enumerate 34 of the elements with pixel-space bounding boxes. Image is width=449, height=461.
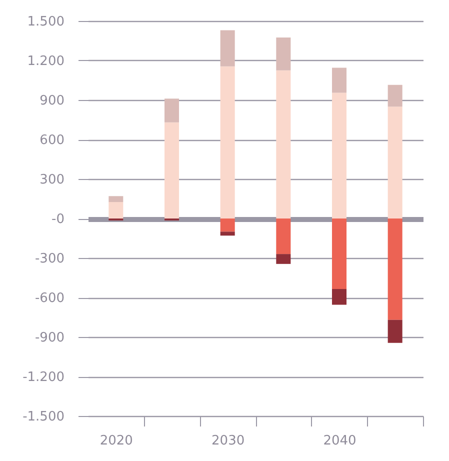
bar	[332, 92, 347, 218]
bar	[276, 218, 291, 254]
x-tick-label: 2040	[323, 434, 356, 448]
bar	[164, 122, 180, 218]
bar	[388, 320, 402, 343]
bar	[276, 37, 291, 70]
y-tick-label: -1.200	[22, 370, 64, 385]
y-tick-label: 600	[40, 133, 64, 148]
y-tick-label: 900	[40, 94, 64, 108]
bar	[332, 218, 347, 289]
y-tick-label: 1.200	[27, 54, 64, 69]
bar	[220, 30, 235, 66]
bar	[332, 288, 347, 305]
y-tick-label: -300	[34, 252, 64, 266]
x-tick-label: 2020	[100, 434, 133, 448]
y-tick-label: 300	[40, 172, 64, 188]
y-tick-label: -0	[52, 212, 64, 227]
bar	[108, 202, 124, 218]
bar	[220, 218, 235, 232]
x-tick-label: 2030	[212, 434, 245, 448]
y-tick-label: 1.500	[27, 14, 64, 30]
y-tick-label: -1.500	[22, 410, 64, 424]
bar	[276, 254, 291, 264]
bar	[332, 68, 347, 93]
bar	[276, 70, 291, 218]
y-tick-label: -600	[34, 291, 64, 306]
bar	[164, 98, 180, 122]
bar	[388, 218, 402, 320]
bar	[220, 232, 235, 236]
bar	[220, 66, 235, 218]
bar	[388, 84, 402, 107]
bar	[108, 196, 124, 202]
y-tick-label: -900	[34, 330, 64, 346]
bar	[388, 106, 402, 218]
